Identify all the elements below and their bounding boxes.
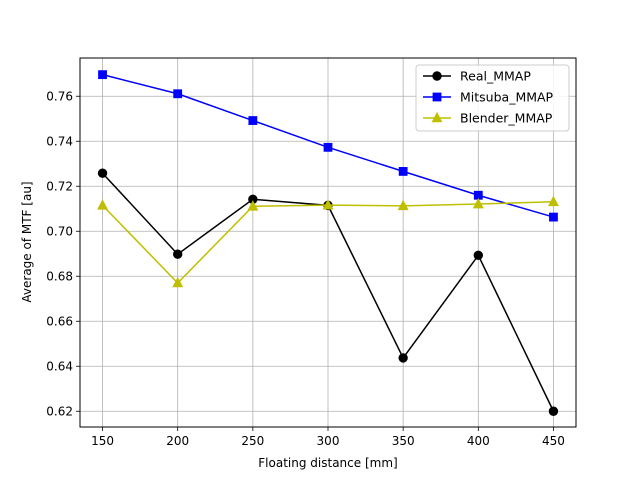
y-tick-label: 0.72 <box>46 179 73 193</box>
legend-label: Mitsuba_MMAP <box>460 90 554 105</box>
x-tick-label: 400 <box>467 434 490 448</box>
data-point <box>172 276 184 288</box>
legend-label: Blender_MMAP <box>460 111 553 126</box>
data-point <box>98 70 107 80</box>
data-point <box>172 249 183 259</box>
x-tick-label: 200 <box>166 434 189 448</box>
data-point <box>398 353 408 363</box>
data-point <box>97 168 108 178</box>
legend-marker <box>432 92 442 102</box>
y-tick-label: 0.64 <box>46 359 73 373</box>
x-axis-label: Floating distance [mm] <box>258 456 397 470</box>
data-point <box>247 200 259 211</box>
data-point <box>248 116 258 125</box>
data-point <box>97 199 108 210</box>
legend-box <box>415 64 570 132</box>
x-tick-label: 450 <box>542 434 565 448</box>
x-tick-label: 150 <box>91 434 114 448</box>
legend-entry: Real_MMAP <box>423 69 531 84</box>
data-point <box>397 199 409 211</box>
series-Mitsuba_MMAP <box>98 70 558 222</box>
y-axis-label: Average of MTF [au] <box>20 181 34 302</box>
y-tick-label: 0.76 <box>46 89 73 103</box>
series-layer <box>97 70 559 416</box>
y-axis-ticks: 0.62 0.64 0.66 0.68 0.70 0.72 0.74 0.76 <box>46 89 80 418</box>
data-point <box>549 212 558 222</box>
data-point <box>173 89 183 99</box>
legend-marker <box>431 111 443 123</box>
data-point <box>548 195 559 207</box>
series-Blender_MMAP <box>97 195 559 288</box>
legend-marker <box>432 71 442 81</box>
legend-label: Real_MMAP <box>460 69 531 84</box>
data-point <box>398 167 408 176</box>
data-point <box>323 142 333 152</box>
y-tick-label: 0.62 <box>46 404 73 418</box>
y-tick-label: 0.68 <box>46 269 73 283</box>
x-tick-label: 350 <box>392 434 415 448</box>
legend-entry: Blender_MMAP <box>423 111 553 126</box>
legend: Real_MMAP Mitsuba_MMAP Blender_MMAP <box>415 64 570 132</box>
x-axis-ticks: 150 200 250 300 350 400 450 <box>91 427 565 448</box>
x-tick-label: 250 <box>241 434 264 448</box>
data-point <box>473 250 484 261</box>
x-tick-label: 300 <box>317 434 340 448</box>
data-point <box>322 199 334 210</box>
y-tick-label: 0.70 <box>46 224 73 238</box>
data-point <box>472 197 484 209</box>
data-point <box>548 406 559 416</box>
y-tick-label: 0.66 <box>46 314 73 328</box>
y-tick-label: 0.74 <box>46 134 73 148</box>
legend-entry: Mitsuba_MMAP <box>423 90 554 105</box>
